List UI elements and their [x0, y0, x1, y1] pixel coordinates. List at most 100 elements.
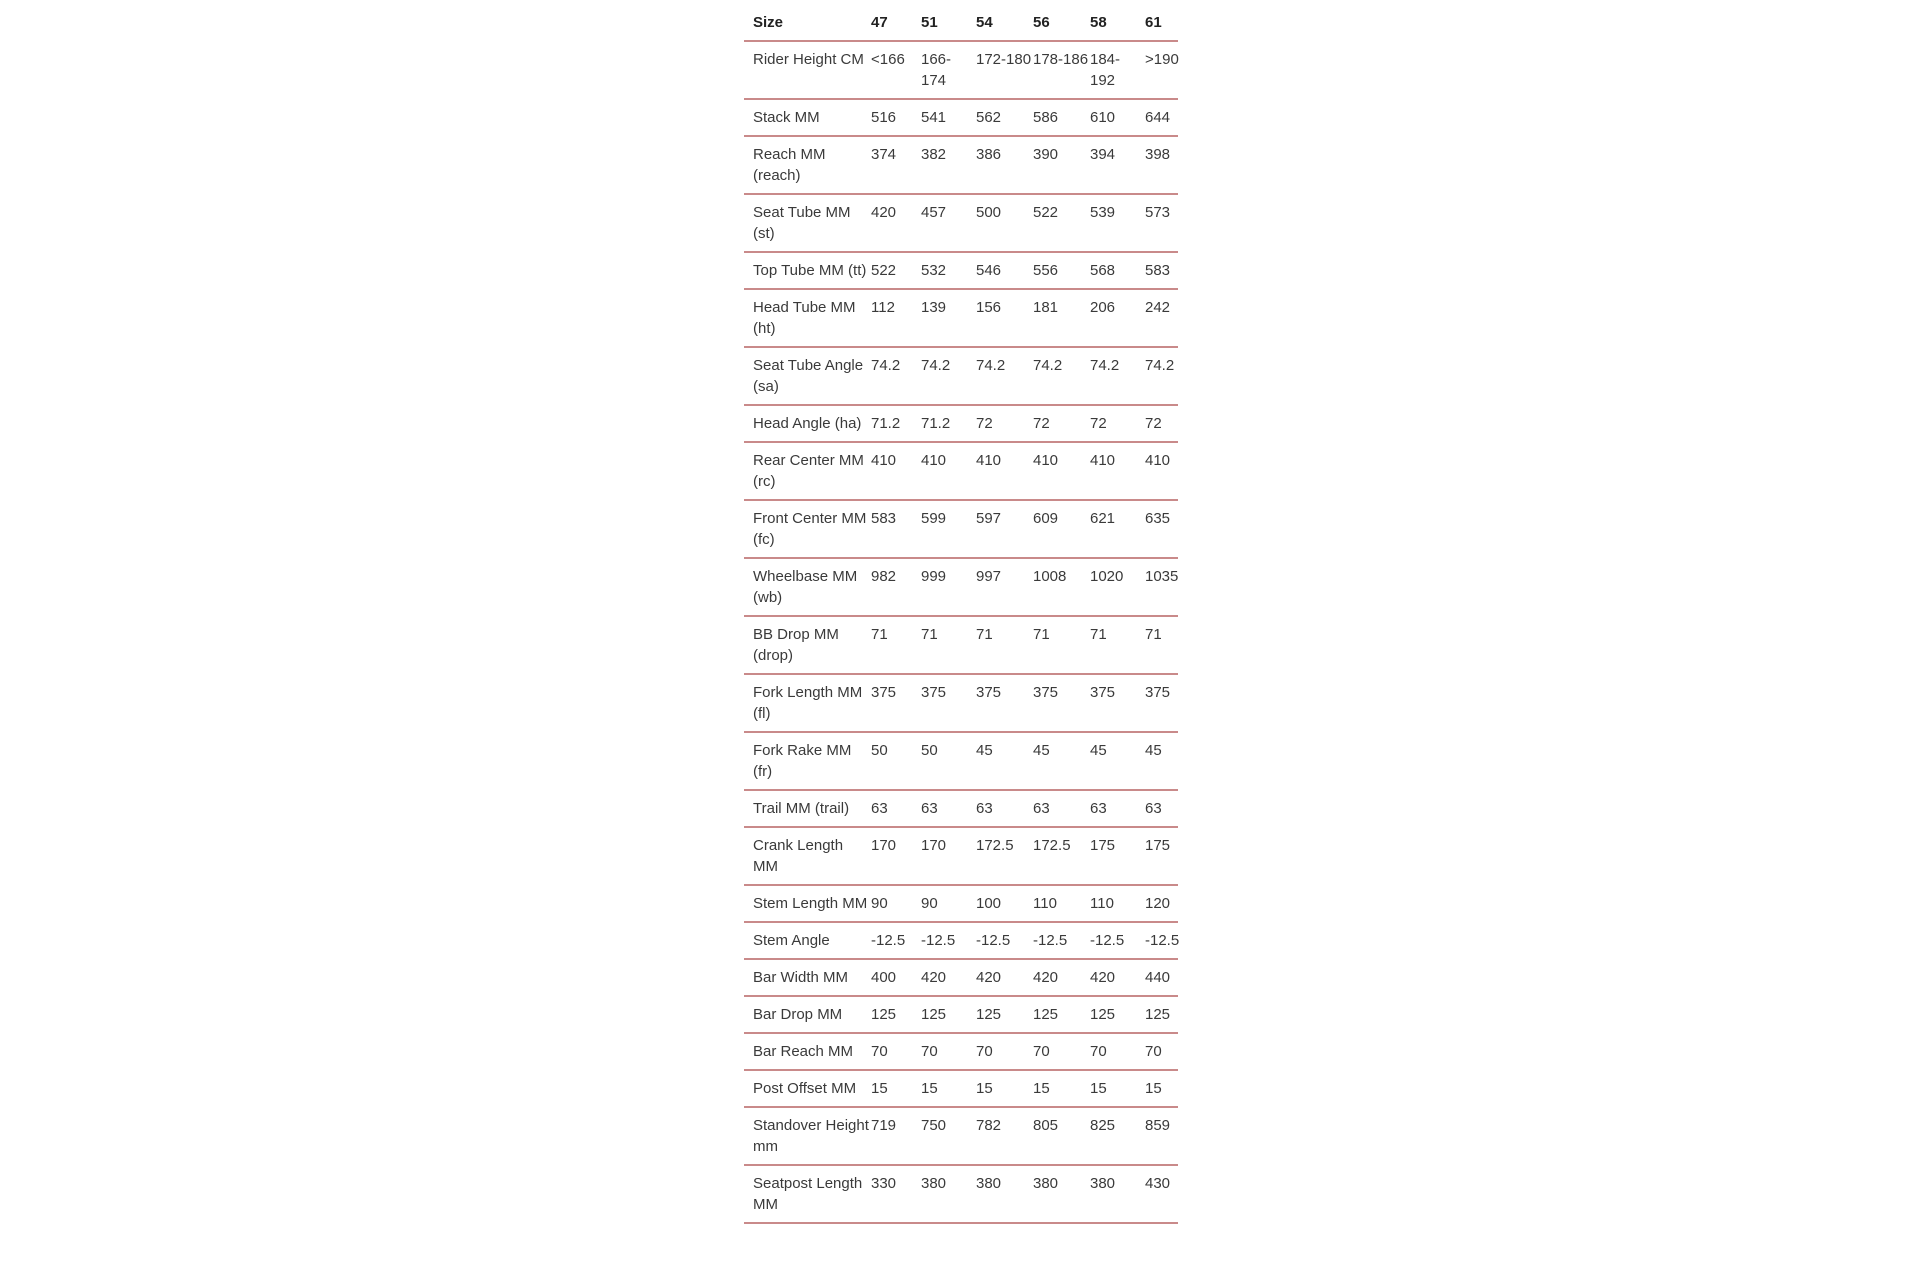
- table-cell: 70: [1090, 1033, 1145, 1071]
- table-row: Bar Width MM 400 420 420 420 420 440: [744, 959, 1178, 997]
- table-cell: 825: [1090, 1107, 1145, 1166]
- table-cell: 380: [1033, 1165, 1090, 1224]
- table-cell: 541: [921, 99, 976, 137]
- row-label: Stack MM: [744, 99, 871, 137]
- table-row: Reach MM (reach) 374 382 386 390 394 398: [744, 136, 1178, 195]
- table-row: Stack MM 516 541 562 586 610 644: [744, 99, 1178, 137]
- table-cell: 71: [976, 616, 1033, 675]
- geometry-table: Size 47 51 54 56 58 61 Rider Height CM <166 166-…: [744, 0, 1179, 1224]
- table-cell: 375: [1145, 674, 1178, 733]
- row-label: Top Tube MM (tt): [744, 252, 871, 290]
- table-cell: 71.2: [871, 405, 921, 443]
- row-label: Reach MM (reach): [744, 136, 871, 195]
- row-label: Stem Angle: [744, 922, 871, 960]
- table-cell: 610: [1090, 99, 1145, 137]
- table-cell: 120: [1145, 885, 1178, 923]
- row-label: Rear Center MM (rc): [744, 442, 871, 501]
- table-cell: 15: [1090, 1070, 1145, 1108]
- table-cell: 621: [1090, 500, 1145, 559]
- table-cell: 166-174: [921, 41, 976, 100]
- table-cell: <166: [871, 41, 921, 100]
- table-cell: 125: [1090, 996, 1145, 1034]
- table-cell: 599: [921, 500, 976, 559]
- row-label: Fork Rake MM (fr): [744, 732, 871, 791]
- table-cell: 70: [871, 1033, 921, 1071]
- table-cell: 420: [921, 959, 976, 997]
- table-cell: 375: [976, 674, 1033, 733]
- table-cell: 410: [1145, 442, 1178, 501]
- table-cell: 430: [1145, 1165, 1178, 1224]
- table-cell: 50: [871, 732, 921, 791]
- table-row: Rider Height CM <166 166-174 172-180 178-186…: [744, 41, 1179, 100]
- table-cell: 522: [1033, 194, 1090, 253]
- table-cell: 380: [1090, 1165, 1145, 1224]
- table-cell: 719: [871, 1107, 921, 1166]
- table-cell: 170: [921, 827, 976, 886]
- table-cell: 982: [871, 558, 921, 617]
- table-cell: 71: [1033, 616, 1090, 675]
- table-cell: 71: [871, 616, 921, 675]
- table-cell: 74.2: [976, 347, 1033, 406]
- table-row: Fork Rake MM (fr) 50 50 45 45 45 45: [744, 732, 1178, 791]
- table-row: Head Angle (ha) 71.2 71.2 72 72 72 72: [744, 405, 1178, 443]
- table-cell: 90: [871, 885, 921, 923]
- table-row: Front Center MM (fc) 583 599 597 609 621 635: [744, 500, 1178, 559]
- row-label: Trail MM (trail): [744, 790, 871, 828]
- row-label: Wheelbase MM (wb): [744, 558, 871, 617]
- table-cell: 125: [1033, 996, 1090, 1034]
- row-label: Post Offset MM: [744, 1070, 871, 1108]
- table-cell: 1035: [1145, 558, 1178, 617]
- table-cell: 635: [1145, 500, 1178, 559]
- table-cell: 1008: [1033, 558, 1090, 617]
- table-cell: 398: [1145, 136, 1178, 195]
- table-cell: 125: [921, 996, 976, 1034]
- table-cell: 74.2: [1145, 347, 1178, 406]
- table-cell: 63: [1090, 790, 1145, 828]
- table-row: Bar Reach MM 70 70 70 70 70 70: [744, 1033, 1178, 1071]
- table-cell: 457: [921, 194, 976, 253]
- table-cell: 410: [921, 442, 976, 501]
- table-cell: 71: [921, 616, 976, 675]
- table-cell: 175: [1090, 827, 1145, 886]
- size-column-header: 51: [921, 0, 976, 42]
- table-cell: 181: [1033, 289, 1090, 348]
- row-label: Head Angle (ha): [744, 405, 871, 443]
- table-cell: 242: [1145, 289, 1178, 348]
- table-cell: 997: [976, 558, 1033, 617]
- table-cell: 70: [1145, 1033, 1178, 1071]
- table-cell: -12.5: [1033, 922, 1090, 960]
- table-cell: 583: [1145, 252, 1178, 290]
- table-row: Head Tube MM (ht) 112 139 156 181 206 242: [744, 289, 1178, 348]
- table-cell: 586: [1033, 99, 1090, 137]
- table-cell: 400: [871, 959, 921, 997]
- table-cell: 172-180: [976, 41, 1033, 100]
- table-cell: 175: [1145, 827, 1178, 886]
- table-cell: -12.5: [921, 922, 976, 960]
- table-cell: 178-186: [1033, 41, 1090, 100]
- table-cell: 375: [1090, 674, 1145, 733]
- table-cell: 71.2: [921, 405, 976, 443]
- table-cell: 568: [1090, 252, 1145, 290]
- table-cell: -12.5: [1090, 922, 1145, 960]
- header-row: Size 47 51 54 56 58 61: [744, 0, 1178, 42]
- table-cell: 583: [871, 500, 921, 559]
- table-cell: 375: [1033, 674, 1090, 733]
- table-cell: 522: [871, 252, 921, 290]
- table-cell: 382: [921, 136, 976, 195]
- table-cell: 386: [976, 136, 1033, 195]
- row-label: Front Center MM (fc): [744, 500, 871, 559]
- table-cell: 15: [1033, 1070, 1090, 1108]
- table-cell: 999: [921, 558, 976, 617]
- table-cell: 420: [1033, 959, 1090, 997]
- table-cell: 184-192: [1090, 41, 1145, 100]
- table-cell: 609: [1033, 500, 1090, 559]
- table-cell: 410: [976, 442, 1033, 501]
- table-cell: 859: [1145, 1107, 1178, 1166]
- size-column-header: 47: [871, 0, 921, 42]
- table-cell: 420: [871, 194, 921, 253]
- size-header: Size: [744, 0, 871, 42]
- table-cell: 70: [921, 1033, 976, 1071]
- table-row: Bar Drop MM 125 125 125 125 125 125: [744, 996, 1178, 1034]
- table-cell: 394: [1090, 136, 1145, 195]
- row-label: BB Drop MM (drop): [744, 616, 871, 675]
